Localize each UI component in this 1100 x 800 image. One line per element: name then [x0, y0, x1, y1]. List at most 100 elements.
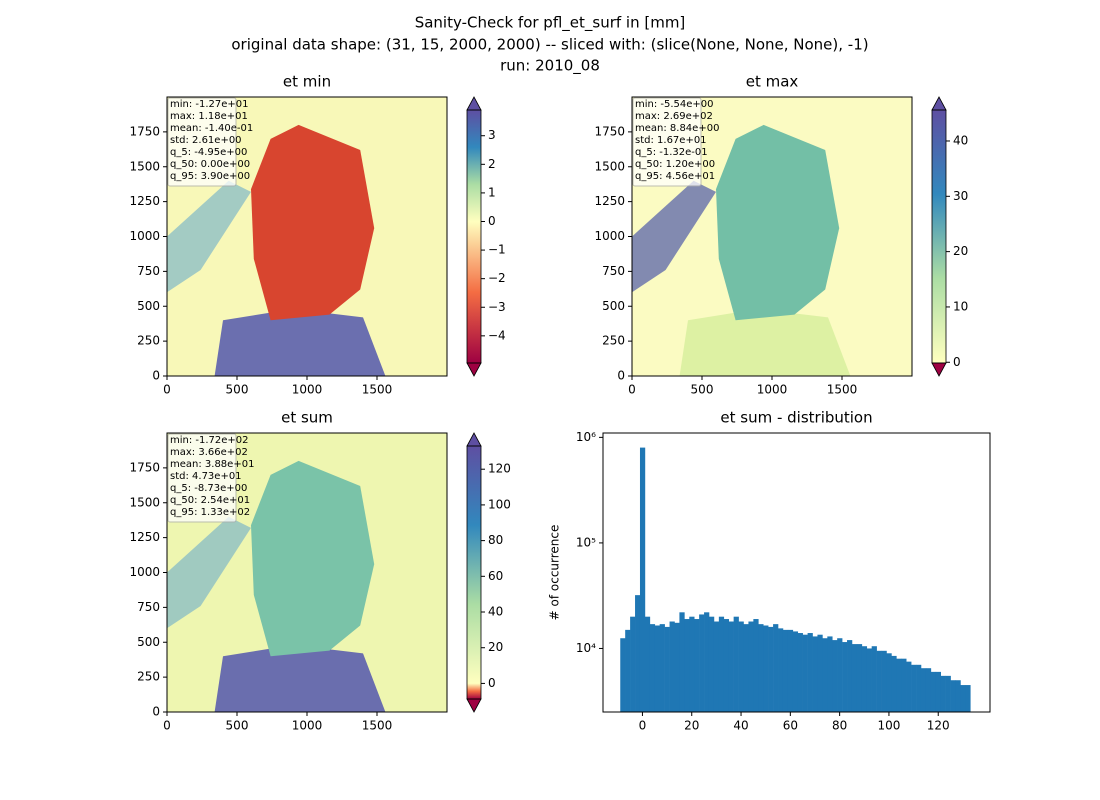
histogram-bar	[704, 612, 710, 712]
histogram-bar	[881, 650, 887, 712]
stats-text: max: 3.66e+02	[170, 447, 248, 458]
histogram-bar	[861, 646, 868, 712]
stats-text: q_50: 2.54e+01	[170, 495, 250, 506]
x-tick-label: 40	[733, 719, 748, 733]
stats-text: std: 4.73e+01	[170, 471, 242, 482]
stats-text: q_95: 1.33e+02	[170, 507, 250, 518]
x-tick-label: 100	[877, 719, 900, 733]
histogram-bar	[625, 629, 631, 712]
y-tick-label: 1000	[129, 229, 160, 243]
colorbar-tick-label: −4	[488, 328, 506, 342]
y-tick-label: 0	[152, 369, 160, 383]
histogram-bar	[778, 628, 784, 712]
y-tick-label: 250	[137, 334, 160, 348]
y-tick-label: 500	[137, 635, 160, 649]
histogram-bar	[635, 595, 641, 712]
heatmap-field	[167, 180, 251, 293]
histogram-bar	[842, 642, 848, 712]
stats-text: q_50: 0.00e+00	[170, 159, 250, 170]
colorbar-frame	[931, 109, 947, 364]
y-tick-label: 1500	[594, 159, 625, 173]
x-tick-label: 1000	[292, 719, 323, 733]
histogram-bar	[748, 621, 754, 712]
stats-text: mean: 8.84e+00	[635, 123, 719, 134]
colorbar-tick-label: 120	[488, 462, 511, 476]
colorbar-tick-label: 0	[488, 214, 496, 228]
histogram-bar	[753, 619, 759, 712]
histogram-bar	[827, 636, 833, 712]
histogram-bar	[802, 634, 808, 712]
heatmap-field	[716, 124, 840, 321]
histogram-bar	[960, 685, 966, 712]
colorbar	[467, 446, 481, 699]
y-tick-label: 1500	[129, 495, 160, 509]
histogram-bar	[649, 624, 656, 712]
colorbar-tick-label: 40	[488, 605, 503, 619]
histogram-bar	[837, 638, 843, 712]
stats-text: q_95: 3.90e+00	[170, 171, 250, 182]
stats-text: min: -1.72e+02	[170, 435, 249, 446]
histogram-bar	[955, 680, 961, 712]
histogram-bar	[664, 626, 670, 712]
colorbar	[467, 110, 481, 363]
colorbar-tick-label: 3	[488, 128, 496, 142]
histogram-bar	[763, 625, 769, 712]
stats-text: std: 1.67e+01	[635, 135, 707, 146]
stats-text: min: -1.27e+01	[170, 99, 249, 110]
histogram-bar	[674, 622, 680, 712]
heatmap-field	[214, 645, 386, 712]
histogram-bar	[733, 616, 739, 712]
histogram-bar	[871, 646, 877, 712]
histogram-bar	[886, 653, 892, 712]
y-tick-label: 1250	[129, 530, 160, 544]
colorbar-frame	[466, 445, 482, 700]
histogram-bar	[797, 633, 803, 712]
histogram-bar	[644, 616, 651, 712]
histogram-bar	[817, 634, 823, 712]
colorbar-tick-label: 80	[488, 533, 503, 547]
suptitle: run: 2010_08	[500, 57, 600, 76]
histogram-bar	[812, 636, 818, 712]
histogram-bar	[925, 668, 932, 712]
stats-box-bg	[167, 97, 237, 187]
x-tick-label: 1000	[757, 383, 788, 397]
histogram-bar	[689, 616, 695, 712]
colorbar-tick-label: 10	[953, 299, 968, 313]
heatmap-field	[679, 309, 851, 376]
histogram-bar	[639, 447, 646, 712]
stats-text: max: 1.18e+01	[170, 111, 248, 122]
histogram-bar	[723, 619, 730, 712]
colorbar-tick-label: 20	[953, 244, 968, 258]
y-tick-label: 1250	[594, 194, 625, 208]
x-tick-label: 500	[226, 719, 249, 733]
x-tick-label: 0	[163, 719, 171, 733]
axes-title: et sum	[281, 409, 333, 427]
axes-title: et max	[746, 73, 799, 91]
stats-box-bg	[632, 97, 702, 187]
histogram-bar	[911, 664, 917, 712]
stats-text: q_95: 4.56e+01	[635, 171, 715, 182]
colorbar-tick-label: −3	[488, 300, 506, 314]
histogram-bar	[896, 658, 902, 712]
y-tick-label: 0	[152, 705, 160, 719]
colorbar-tick-label: 30	[953, 189, 968, 203]
histogram-bar	[758, 624, 764, 712]
histogram-bar	[851, 644, 858, 712]
histogram-bar	[792, 631, 799, 712]
y-tick-label: 1250	[129, 194, 160, 208]
colorbar-tick-label: −1	[488, 243, 506, 257]
colorbar-tick-label: 2	[488, 157, 496, 171]
histogram-bar	[822, 638, 828, 712]
x-tick-label: 500	[691, 383, 714, 397]
colorbar-tick-label: 100	[488, 497, 511, 511]
histogram-bar	[965, 685, 971, 712]
suptitle: Sanity-Check for pfl_et_surf in [mm]	[415, 14, 686, 33]
stats-text: mean: 3.88e+01	[170, 459, 254, 470]
histogram-bar	[699, 614, 705, 712]
stats-text: q_5: -4.95e+00	[170, 147, 247, 158]
histogram-bar	[856, 644, 863, 712]
histogram-bar	[940, 675, 946, 712]
x-tick-label: 1000	[292, 383, 323, 397]
